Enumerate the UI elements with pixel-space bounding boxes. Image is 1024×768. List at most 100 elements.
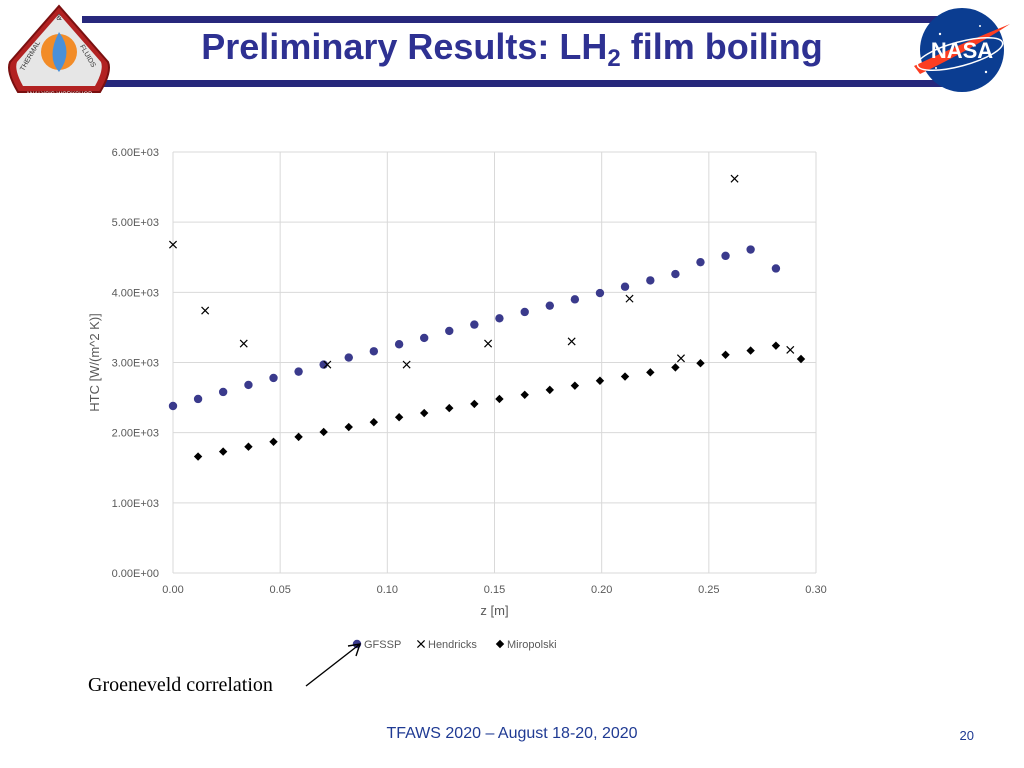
chart-legend: GFSSP Hendricks Miropolski [352, 639, 557, 651]
y-tick-label: 0.00E+00 [112, 568, 159, 580]
data-point-miropolski [721, 350, 730, 359]
y-tick-label: 5.00E+03 [112, 217, 159, 229]
slide-number: 20 [959, 728, 974, 743]
logo-left-ampersand: & [56, 13, 62, 22]
data-point-miropolski [671, 363, 680, 372]
data-point-miropolski [394, 413, 404, 422]
data-point-hendricks [625, 294, 634, 303]
data-point-miropolski [269, 437, 278, 446]
data-point-gfssp [671, 269, 680, 279]
legend-label-miropolski: Miropolski [507, 639, 557, 651]
data-point-gfssp [394, 340, 404, 349]
data-point-gfssp [445, 326, 454, 336]
y-axis-label: HTC [W/(m^2 K)] [87, 313, 102, 412]
legend-marker-hendricks [416, 639, 426, 649]
data-point-miropolski [470, 399, 479, 409]
x-tick-label: 0.05 [269, 584, 290, 596]
data-point-gfssp [193, 394, 203, 404]
data-point-miropolski [595, 376, 605, 385]
data-point-hendricks [239, 339, 248, 348]
x-tick-label: 0.00 [162, 584, 183, 596]
data-point-gfssp [294, 367, 303, 376]
data-point-miropolski [620, 372, 630, 381]
data-point-gfssp [168, 401, 178, 411]
data-point-hendricks [730, 174, 739, 183]
data-point-hendricks [168, 240, 178, 249]
y-axis-ticks: 0.00E+00 1.00E+03 2.00E+03 3.00E+03 4.00E+03… [112, 147, 159, 580]
data-point-gfssp [570, 295, 580, 304]
data-point-miropolski [244, 442, 253, 451]
data-point-hendricks [676, 354, 685, 363]
x-tick-label: 0.15 [484, 584, 505, 596]
x-axis-label: z [m] [480, 603, 508, 618]
data-point-gfssp [344, 353, 353, 362]
chart-grid [172, 151, 817, 574]
data-point-gfssp [520, 307, 529, 317]
data-point-miropolski [445, 403, 454, 413]
data-point-hendricks [484, 339, 493, 348]
data-point-gfssp [369, 347, 379, 356]
data-point-hendricks [567, 337, 576, 346]
data-point-gfssp [646, 276, 655, 285]
data-point-hendricks [402, 360, 411, 369]
x-tick-label: 0.10 [377, 584, 398, 596]
data-point-gfssp [269, 373, 278, 383]
legend-label-gfssp: GFSSP [364, 639, 401, 651]
data-point-miropolski [545, 385, 554, 395]
data-point-miropolski [294, 432, 303, 442]
header-bar-top [82, 16, 942, 23]
data-point-miropolski [746, 346, 755, 355]
y-tick-label: 3.00E+03 [112, 358, 159, 370]
data-point-miropolski [419, 408, 429, 418]
legend-marker-miropolski [495, 639, 505, 649]
data-point-gfssp [746, 245, 755, 254]
data-point-miropolski [369, 417, 379, 427]
data-point-gfssp [218, 387, 228, 397]
legend-label-hendricks: Hendricks [428, 639, 477, 651]
data-point-gfssp [620, 282, 630, 291]
data-point-gfssp [470, 320, 479, 329]
data-point-gfssp [419, 333, 429, 343]
annotation-groeneveld: Groeneveld correlation [88, 674, 273, 696]
data-point-hendricks [323, 360, 332, 369]
data-point-hendricks [786, 345, 795, 354]
x-tick-label: 0.20 [591, 584, 612, 596]
logo-right-text: NASA [931, 38, 993, 63]
data-point-miropolski [646, 368, 655, 377]
data-point-gfssp [495, 314, 504, 323]
x-axis-ticks: 0.00 0.05 0.10 0.15 0.20 0.25 0.30 [162, 584, 826, 596]
data-point-miropolski [193, 452, 203, 461]
logo-left-word-workshop: ANALYSIS WORKSHOP [26, 92, 92, 98]
chart-marks [168, 174, 806, 461]
title-main: Preliminary Results: LH [201, 26, 608, 67]
data-point-miropolski [771, 341, 781, 350]
data-point-miropolski [344, 422, 353, 432]
y-tick-label: 4.00E+03 [112, 287, 159, 299]
data-point-miropolski [570, 381, 580, 390]
data-point-gfssp [244, 380, 253, 390]
x-tick-label: 0.30 [805, 584, 826, 596]
data-point-gfssp [595, 288, 605, 298]
annotation-arrow-icon [305, 643, 362, 687]
data-point-hendricks [201, 306, 210, 315]
y-tick-label: 2.00E+03 [112, 428, 159, 440]
x-tick-label: 0.25 [698, 584, 719, 596]
data-point-miropolski [495, 394, 504, 404]
htc-scatter-chart: 0.00E+00 1.00E+03 2.00E+03 3.00E+03 4.00E+03… [87, 147, 827, 651]
tfaws-logo-icon: & THERMAL FLUIDS ANALYSIS WORKSHOP [8, 4, 110, 98]
data-point-miropolski [319, 427, 328, 437]
data-point-miropolski [218, 447, 228, 456]
title-subscript: 2 [607, 45, 621, 72]
page-title: Preliminary Results: LH2 film boiling [0, 26, 1024, 73]
header-bar-bottom [100, 80, 942, 87]
data-point-miropolski [796, 354, 806, 364]
nasa-logo-icon: NASA [914, 8, 1010, 92]
data-point-gfssp [545, 301, 554, 310]
data-point-gfssp [696, 257, 705, 267]
footer-text: TFAWS 2020 – August 18-20, 2020 [386, 725, 638, 742]
y-tick-label: 1.00E+03 [112, 498, 159, 510]
y-tick-label: 6.00E+03 [112, 147, 159, 159]
data-point-gfssp [771, 264, 781, 273]
title-rest: film boiling [620, 26, 823, 67]
data-point-miropolski [520, 390, 529, 399]
